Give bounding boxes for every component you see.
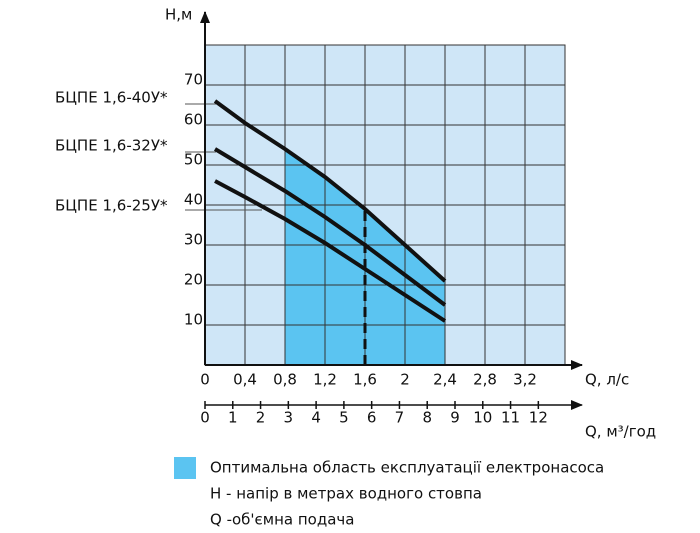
- x-tick-label: 2,4: [433, 371, 457, 389]
- y-tick-label: 30: [184, 231, 203, 249]
- x-tick-label: 2,8: [473, 371, 497, 389]
- legend-swatch: [174, 457, 196, 479]
- x-tick-label: 0,4: [233, 371, 257, 389]
- x-tick-label: 2: [400, 371, 410, 389]
- y-tick-label: 10: [184, 311, 203, 329]
- x2-tick-label: 4: [311, 409, 321, 427]
- curve: [213, 99, 447, 283]
- x2-tick-label: 5: [339, 409, 349, 427]
- x2-axis-label: Q, м³/год: [585, 423, 656, 441]
- curve: [214, 179, 447, 323]
- x2-tick-label: 9: [450, 409, 460, 427]
- y-tick-label: 20: [184, 271, 203, 289]
- legend-text: H - напір в метрах водного стовпа: [210, 485, 482, 503]
- series-label: БЦПЕ 1,6-25У*: [55, 197, 168, 215]
- x2-tick-label: 8: [422, 409, 432, 427]
- x-tick-label: 1,6: [353, 371, 377, 389]
- x2-tick-label: 2: [256, 409, 266, 427]
- plot-area: [204, 44, 566, 366]
- x2-tick-label: 0: [200, 409, 210, 427]
- x2-tick-label: 1: [228, 409, 238, 427]
- x-tick-label: 0: [200, 371, 210, 389]
- series-label: БЦПЕ 1,6-32У*: [55, 137, 168, 155]
- x-tick-label: 0,8: [273, 371, 297, 389]
- y-tick-label: 50: [184, 151, 203, 169]
- x2-tick-label: 7: [395, 409, 405, 427]
- x2-tick-label: 12: [529, 409, 548, 427]
- x-axis-label: Q, л/с: [585, 371, 629, 389]
- x2-tick-label: 6: [367, 409, 377, 427]
- curve: [213, 147, 447, 307]
- x2-tick-label: 3: [284, 409, 294, 427]
- legend-text: Оптимальна область експлуатації електрон…: [210, 459, 604, 477]
- y-axis-label: H,м: [165, 6, 192, 24]
- x-tick-label: 1,2: [313, 371, 337, 389]
- x2-tick-label: 10: [473, 409, 492, 427]
- x-tick-label: 3,2: [513, 371, 537, 389]
- y-tick-label: 60: [184, 111, 203, 129]
- legend-text: Q -об'ємна подача: [210, 511, 354, 529]
- series-label: БЦПЕ 1,6-40У*: [55, 89, 168, 107]
- y-tick-label: 70: [184, 71, 203, 89]
- x2-tick-label: 11: [501, 409, 520, 427]
- y-tick-label: 40: [184, 191, 203, 209]
